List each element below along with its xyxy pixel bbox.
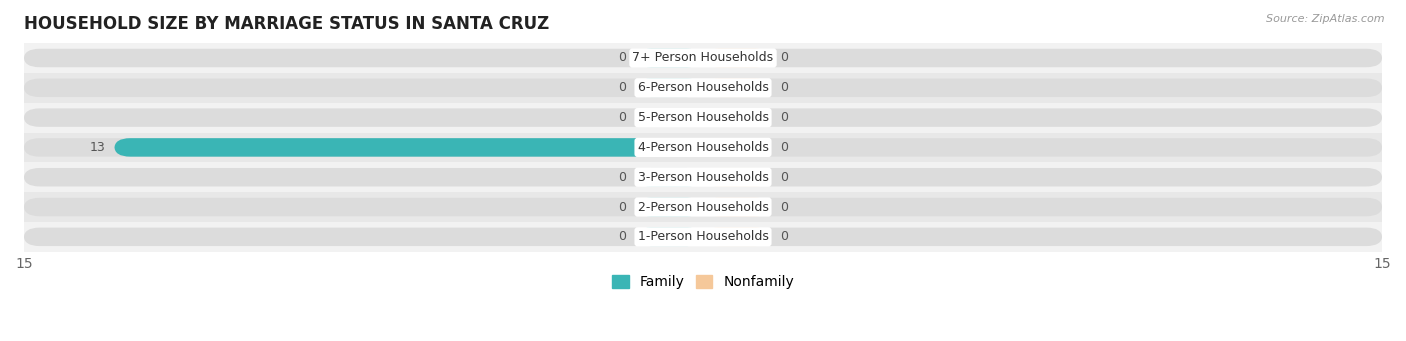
Text: 3-Person Households: 3-Person Households	[637, 171, 769, 184]
Text: 0: 0	[619, 171, 626, 184]
Text: 0: 0	[780, 201, 787, 213]
FancyBboxPatch shape	[24, 198, 1382, 216]
FancyBboxPatch shape	[24, 49, 1382, 67]
Text: HOUSEHOLD SIZE BY MARRIAGE STATUS IN SANTA CRUZ: HOUSEHOLD SIZE BY MARRIAGE STATUS IN SAN…	[24, 15, 550, 33]
Bar	[24, 133, 1382, 162]
FancyBboxPatch shape	[636, 198, 703, 216]
Text: 0: 0	[780, 81, 787, 94]
FancyBboxPatch shape	[24, 108, 1382, 127]
Text: 0: 0	[780, 111, 787, 124]
FancyBboxPatch shape	[24, 138, 1382, 157]
Text: 0: 0	[780, 141, 787, 154]
FancyBboxPatch shape	[703, 108, 770, 127]
Bar	[24, 162, 1382, 192]
Bar	[24, 43, 1382, 73]
FancyBboxPatch shape	[636, 108, 703, 127]
FancyBboxPatch shape	[636, 227, 703, 246]
FancyBboxPatch shape	[114, 138, 703, 157]
Bar	[24, 192, 1382, 222]
FancyBboxPatch shape	[636, 168, 703, 187]
Text: 0: 0	[619, 111, 626, 124]
FancyBboxPatch shape	[703, 198, 770, 216]
Bar	[24, 103, 1382, 133]
Text: 0: 0	[619, 230, 626, 243]
FancyBboxPatch shape	[703, 78, 770, 97]
Text: 6-Person Households: 6-Person Households	[637, 81, 769, 94]
Text: 0: 0	[780, 51, 787, 64]
Bar	[24, 222, 1382, 252]
Text: 0: 0	[619, 51, 626, 64]
Text: 1-Person Households: 1-Person Households	[637, 230, 769, 243]
Text: 4-Person Households: 4-Person Households	[637, 141, 769, 154]
FancyBboxPatch shape	[703, 168, 770, 187]
Text: 2-Person Households: 2-Person Households	[637, 201, 769, 213]
FancyBboxPatch shape	[24, 78, 1382, 97]
Bar	[24, 73, 1382, 103]
FancyBboxPatch shape	[24, 168, 1382, 187]
Text: 0: 0	[619, 81, 626, 94]
Text: Source: ZipAtlas.com: Source: ZipAtlas.com	[1267, 14, 1385, 24]
Text: 5-Person Households: 5-Person Households	[637, 111, 769, 124]
Text: 13: 13	[90, 141, 105, 154]
Text: 0: 0	[780, 171, 787, 184]
FancyBboxPatch shape	[636, 49, 703, 67]
FancyBboxPatch shape	[24, 227, 1382, 246]
Text: 0: 0	[619, 201, 626, 213]
Legend: Family, Nonfamily: Family, Nonfamily	[606, 270, 800, 295]
FancyBboxPatch shape	[636, 78, 703, 97]
FancyBboxPatch shape	[703, 138, 770, 157]
FancyBboxPatch shape	[703, 227, 770, 246]
FancyBboxPatch shape	[703, 49, 770, 67]
Text: 0: 0	[780, 230, 787, 243]
Text: 7+ Person Households: 7+ Person Households	[633, 51, 773, 64]
